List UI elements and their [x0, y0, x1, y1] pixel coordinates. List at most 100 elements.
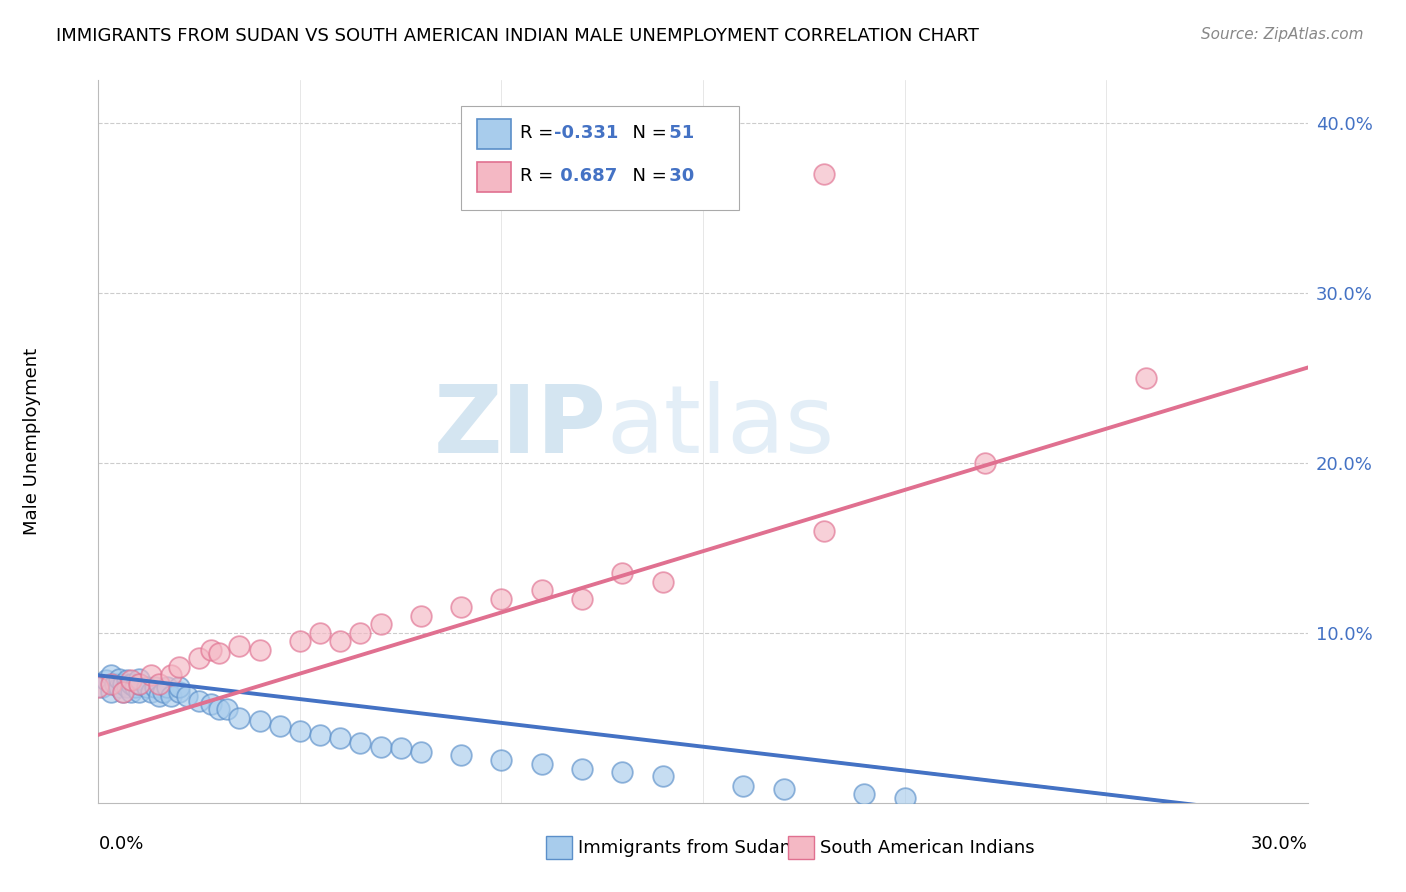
Point — [139, 685, 162, 699]
Text: 0.0%: 0.0% — [98, 835, 143, 854]
Point — [349, 736, 371, 750]
Point — [329, 731, 352, 746]
Point — [288, 724, 311, 739]
Point — [124, 680, 146, 694]
Point — [167, 680, 190, 694]
Point — [111, 685, 134, 699]
Point — [309, 728, 332, 742]
Point — [249, 714, 271, 729]
Point — [167, 685, 190, 699]
Point — [100, 668, 122, 682]
Text: Immigrants from Sudan: Immigrants from Sudan — [578, 838, 792, 856]
Point — [409, 745, 432, 759]
Text: N =: N = — [621, 168, 672, 186]
Point — [200, 642, 222, 657]
Point — [188, 651, 211, 665]
Text: IMMIGRANTS FROM SUDAN VS SOUTH AMERICAN INDIAN MALE UNEMPLOYMENT CORRELATION CHA: IMMIGRANTS FROM SUDAN VS SOUTH AMERICAN … — [56, 27, 979, 45]
Point — [148, 677, 170, 691]
Point — [269, 719, 291, 733]
Point — [128, 685, 150, 699]
Point — [612, 765, 634, 780]
Text: 0.687: 0.687 — [554, 168, 617, 186]
Point — [160, 689, 183, 703]
Point — [217, 702, 239, 716]
Point — [772, 782, 794, 797]
Point — [120, 677, 142, 691]
Point — [91, 680, 114, 694]
Point — [389, 741, 412, 756]
Point — [228, 711, 250, 725]
Point — [115, 673, 138, 688]
Point — [176, 689, 198, 703]
Point — [103, 677, 125, 691]
Text: 51: 51 — [664, 124, 695, 142]
Point — [309, 625, 332, 640]
Point — [111, 685, 134, 699]
Point — [571, 591, 593, 606]
Point — [733, 779, 755, 793]
Text: South American Indians: South American Indians — [820, 838, 1035, 856]
Point — [167, 660, 190, 674]
Text: atlas: atlas — [606, 381, 835, 473]
Point — [853, 787, 876, 801]
Point — [530, 756, 553, 771]
Point — [115, 680, 138, 694]
Point — [370, 739, 392, 754]
Point — [450, 748, 472, 763]
Point — [135, 680, 157, 694]
Text: Male Unemployment: Male Unemployment — [22, 348, 41, 535]
Point — [200, 697, 222, 711]
Point — [107, 672, 129, 686]
Text: ZIP: ZIP — [433, 381, 606, 473]
Point — [143, 680, 166, 694]
Point — [813, 524, 835, 538]
Point — [1135, 371, 1157, 385]
Point — [530, 583, 553, 598]
Point — [160, 668, 183, 682]
Point — [188, 694, 211, 708]
Text: 30.0%: 30.0% — [1251, 835, 1308, 854]
Point — [152, 685, 174, 699]
Text: 30: 30 — [664, 168, 695, 186]
Point — [651, 574, 673, 589]
Point — [228, 640, 250, 654]
Text: R =: R = — [520, 124, 560, 142]
Point — [974, 456, 997, 470]
Point — [813, 167, 835, 181]
Text: N =: N = — [621, 124, 672, 142]
Text: Source: ZipAtlas.com: Source: ZipAtlas.com — [1201, 27, 1364, 42]
Point — [612, 566, 634, 581]
Point — [148, 689, 170, 703]
Point — [128, 677, 150, 691]
Point — [120, 673, 142, 688]
Point — [450, 600, 472, 615]
Point — [100, 677, 122, 691]
Point — [288, 634, 311, 648]
Text: R =: R = — [520, 168, 560, 186]
Point — [208, 646, 231, 660]
Point — [571, 762, 593, 776]
Point — [409, 608, 432, 623]
Point — [128, 672, 150, 686]
Point — [128, 677, 150, 691]
Point — [208, 702, 231, 716]
Point — [491, 591, 513, 606]
Point — [349, 625, 371, 640]
Point — [120, 685, 142, 699]
Point — [100, 685, 122, 699]
Point — [651, 769, 673, 783]
Point — [249, 642, 271, 657]
Bar — [477, 162, 510, 193]
Point — [329, 634, 352, 648]
Point — [156, 680, 179, 694]
FancyBboxPatch shape — [461, 105, 740, 211]
Text: -0.331: -0.331 — [554, 124, 619, 142]
Point — [107, 680, 129, 694]
Point — [370, 617, 392, 632]
Point — [491, 753, 513, 767]
Bar — [477, 119, 510, 149]
Point — [96, 673, 118, 688]
Bar — [546, 836, 572, 859]
Point — [111, 677, 134, 691]
Point — [139, 668, 162, 682]
